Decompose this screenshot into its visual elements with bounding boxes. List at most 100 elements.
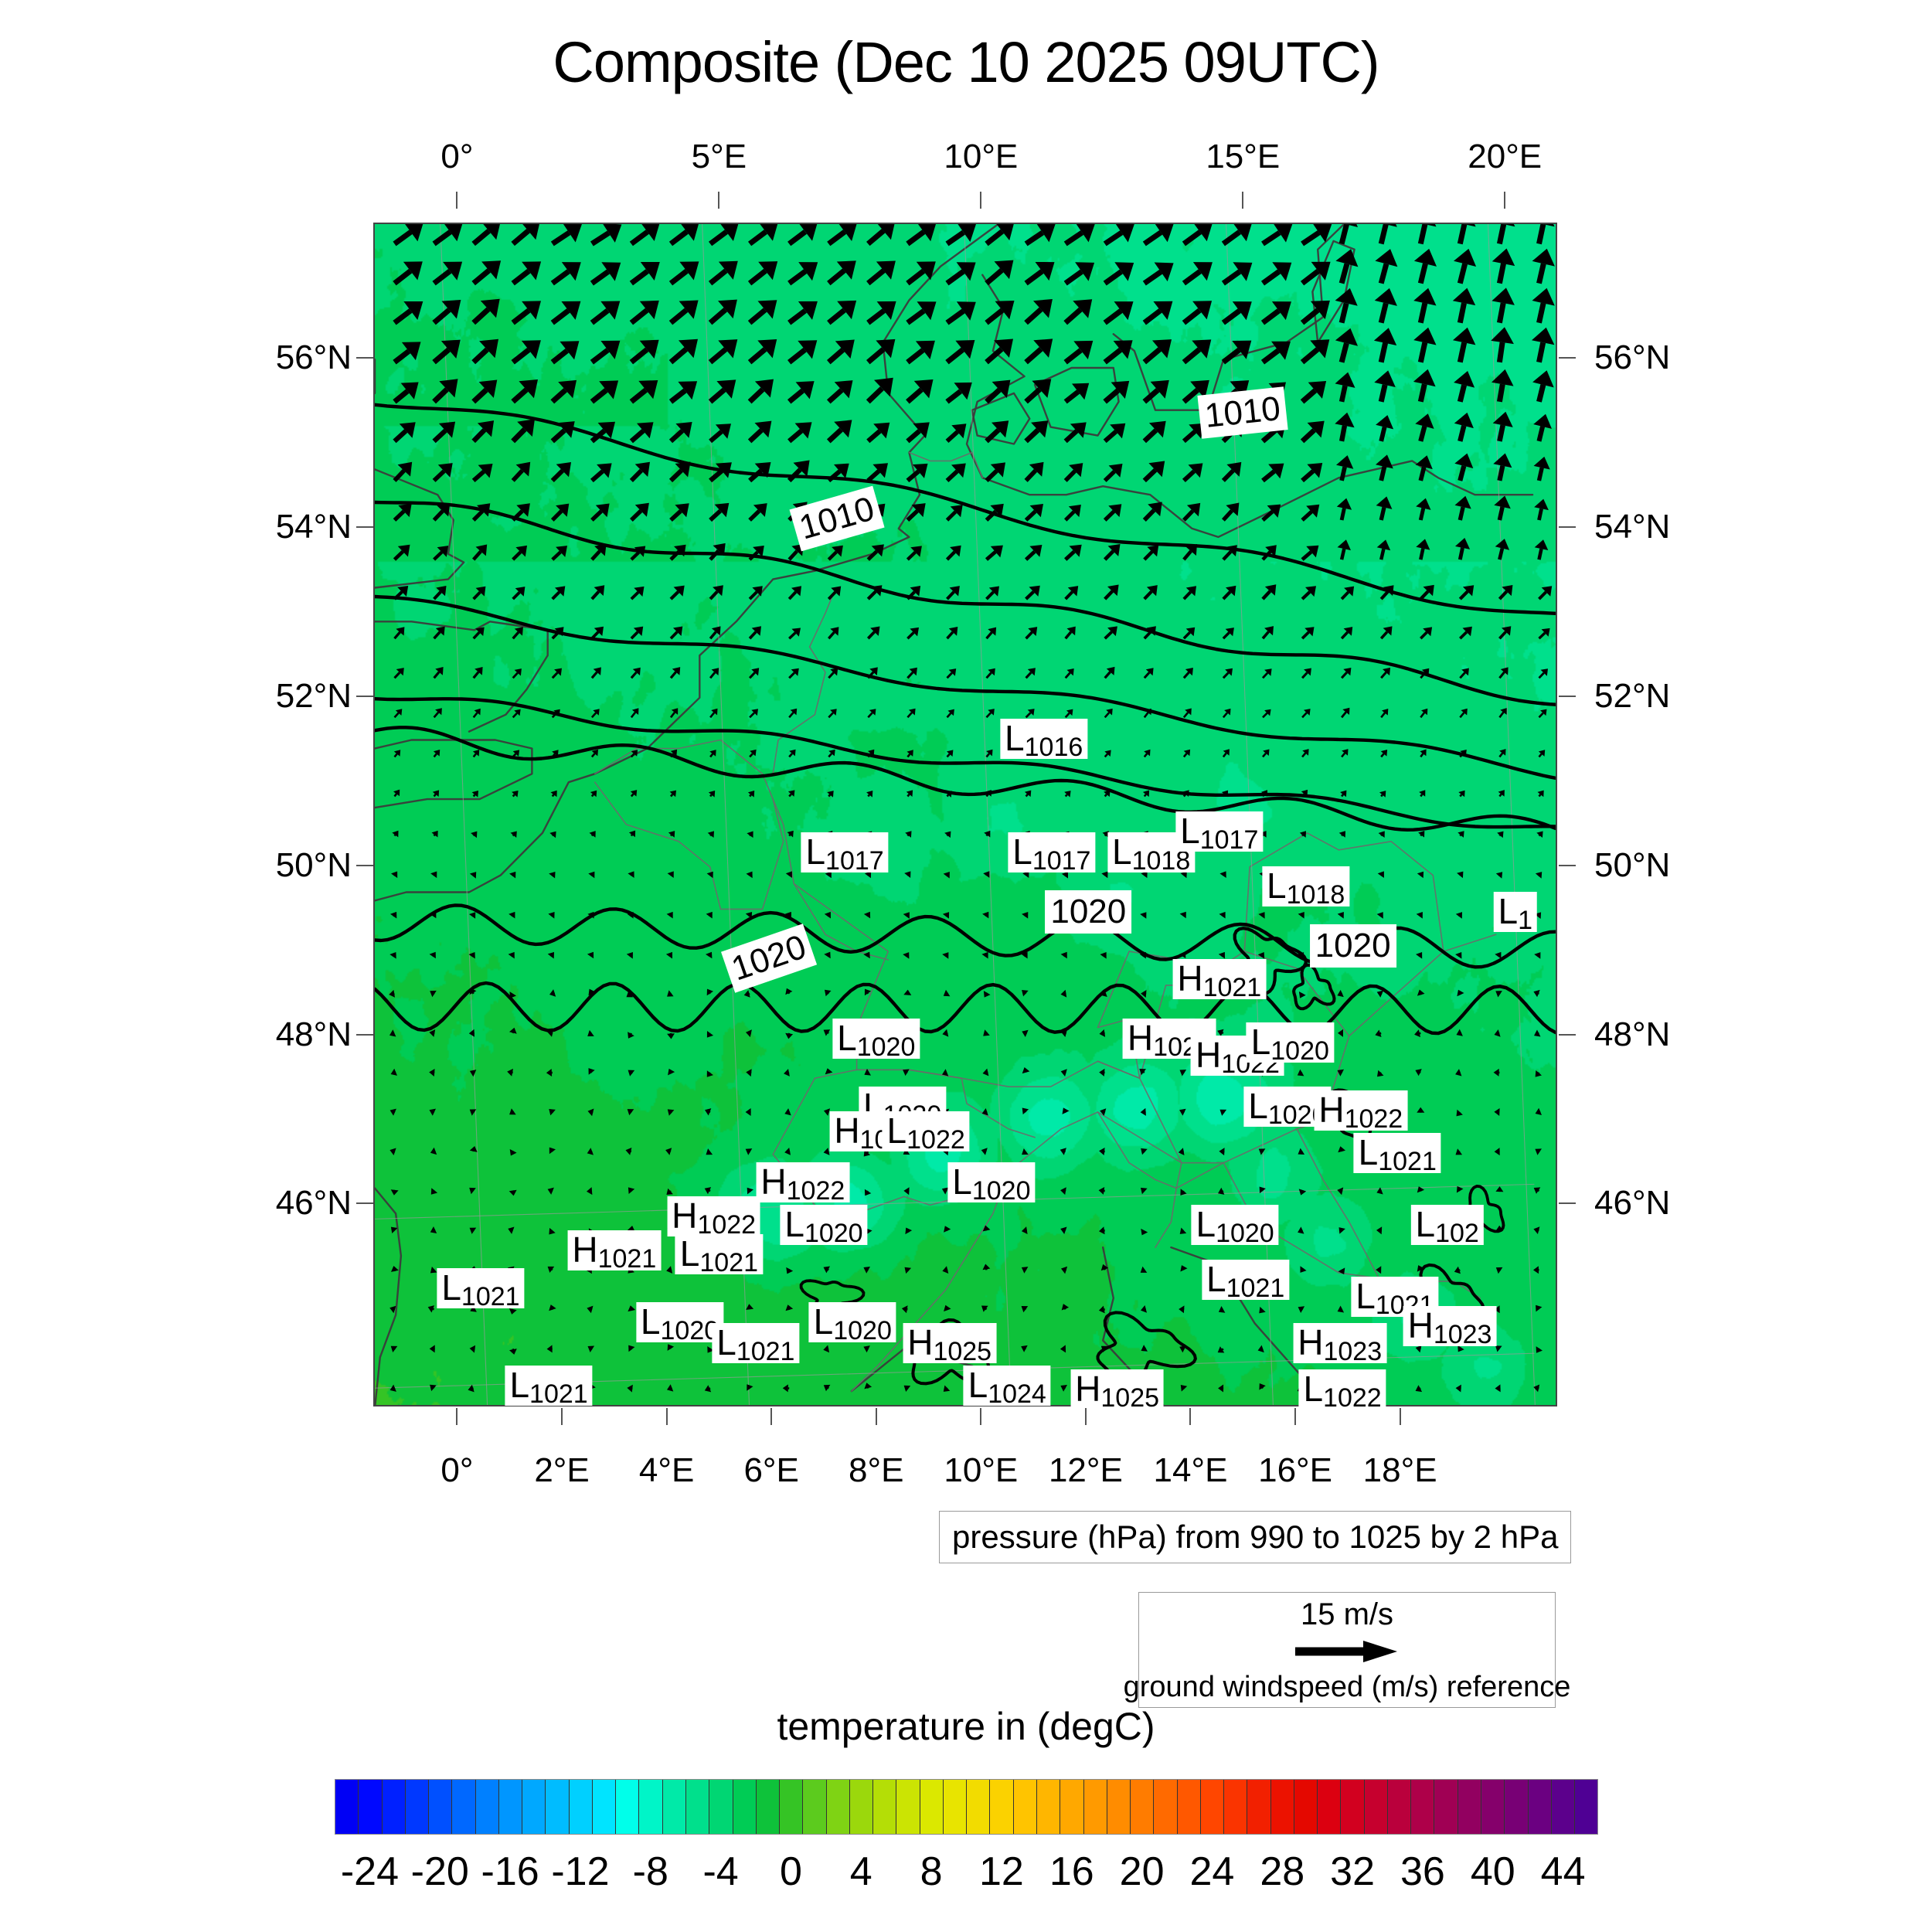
- axis-tick: [980, 192, 982, 209]
- low-pressure-label: L1017: [801, 832, 889, 874]
- axis-label-bottom: 4°E: [638, 1451, 695, 1489]
- high-pressure-label: H1021: [1172, 959, 1267, 1001]
- colorbar-tick-label: 24: [1189, 1849, 1235, 1894]
- colorbar-segment: [873, 1780, 897, 1834]
- high-pressure-label: H1023: [1293, 1322, 1387, 1365]
- colorbar-segment: [1131, 1780, 1155, 1834]
- high-pressure-label: H1022: [1191, 1035, 1284, 1077]
- colorbar-segment: [475, 1780, 499, 1834]
- axis-tick: [1559, 357, 1576, 359]
- high-pressure-label: H1025: [1070, 1369, 1165, 1411]
- isobar-value-label: 1020: [1045, 889, 1132, 934]
- wind-arrow-icon: [1295, 1641, 1397, 1662]
- axis-tick: [1559, 1033, 1576, 1036]
- axis-tick: [770, 1408, 773, 1425]
- colorbar-tick-label: -8: [632, 1849, 668, 1894]
- axis-label-top: 20°E: [1468, 138, 1543, 175]
- low-pressure-label: L102: [1410, 1204, 1484, 1247]
- colorbar-segment: [1247, 1780, 1271, 1834]
- colorbar-segment: [1107, 1780, 1131, 1834]
- axis-tick: [875, 1408, 877, 1425]
- low-pressure-label: L1022: [1298, 1369, 1386, 1411]
- axis-tick: [1084, 1408, 1087, 1425]
- colorbar-segment: [709, 1780, 733, 1834]
- low-pressure-label: L1018: [1261, 866, 1350, 908]
- colorbar-segment: [1013, 1780, 1037, 1834]
- axis-tick: [1189, 1408, 1192, 1425]
- axis-label-bottom: 8°E: [849, 1451, 904, 1489]
- pressure-legend: pressure (hPa) from 990 to 1025 by 2 hPa: [939, 1511, 1572, 1563]
- colorbar-segment: [1505, 1780, 1529, 1834]
- low-pressure-label: L1020: [808, 1301, 896, 1344]
- axis-tick: [456, 192, 458, 209]
- low-pressure-label: L1: [1493, 891, 1538, 934]
- axis-tick: [1559, 526, 1576, 528]
- map-panel[interactable]: [373, 223, 1557, 1406]
- axis-tick: [1504, 192, 1506, 209]
- wind-reference-value: 15 m/s: [1300, 1597, 1394, 1631]
- low-pressure-label: L1021: [712, 1322, 800, 1365]
- low-pressure-label: L1020: [832, 1018, 920, 1060]
- colorbar-segment: [685, 1780, 710, 1834]
- colorbar-segment: [1387, 1780, 1412, 1834]
- colorbar-segment: [1294, 1780, 1318, 1834]
- colorbar-segment: [429, 1780, 453, 1834]
- isobar-value-label: 1020: [1309, 923, 1396, 968]
- axis-tick: [356, 526, 373, 528]
- colorbar-tick-label: -20: [410, 1849, 469, 1894]
- colorbar-tick-label: 20: [1119, 1849, 1165, 1894]
- axis-tick: [456, 1408, 458, 1425]
- high-pressure-label: H1022: [756, 1162, 850, 1204]
- colorbar-segment: [452, 1780, 476, 1834]
- axis-label-top: 10°E: [944, 138, 1019, 175]
- colorbar-tick-label: -24: [340, 1849, 399, 1894]
- colorbar-tick-label: 0: [779, 1849, 802, 1894]
- axis-tick: [1559, 1202, 1576, 1205]
- axis-label-bottom: 0°: [440, 1451, 474, 1489]
- map-vector-overlay: [375, 224, 1556, 1405]
- colorbar-segment: [1481, 1780, 1505, 1834]
- axis-tick: [356, 1202, 373, 1205]
- colorbar-tick-label: 40: [1470, 1849, 1515, 1894]
- colorbar-tick-label: 32: [1330, 1849, 1375, 1894]
- low-pressure-label: L1017: [1008, 832, 1096, 874]
- colorbar-segment: [803, 1780, 827, 1834]
- colorbar-segment: [1036, 1780, 1061, 1834]
- axis-label-bottom: 16°E: [1258, 1451, 1332, 1489]
- colorbar-segment: [990, 1780, 1014, 1834]
- colorbar-segment: [405, 1780, 430, 1834]
- colorbar-segment: [1434, 1780, 1458, 1834]
- colorbar-segment: [780, 1780, 804, 1834]
- axis-label-left: 54°N: [275, 507, 352, 546]
- axis-label-top: 15°E: [1206, 138, 1281, 175]
- colorbar-segment: [522, 1780, 546, 1834]
- axis-tick: [1242, 192, 1244, 209]
- colorbar-segment: [1224, 1780, 1248, 1834]
- axis-label-left: 52°N: [275, 676, 352, 715]
- colorbar-segment: [382, 1780, 406, 1834]
- axis-label-right: 54°N: [1594, 507, 1671, 546]
- axis-label-bottom: 2°E: [534, 1451, 590, 1489]
- colorbar-segment: [1200, 1780, 1225, 1834]
- low-pressure-label: L1020: [1246, 1022, 1334, 1064]
- colorbar-segment: [756, 1780, 781, 1834]
- low-pressure-label: L1020: [635, 1301, 724, 1344]
- colorbar-segment: [967, 1780, 991, 1834]
- axis-label-right: 46°N: [1594, 1184, 1671, 1223]
- colorbar-tick-label: -4: [702, 1849, 739, 1894]
- colorbar-tick-label: -16: [481, 1849, 539, 1894]
- colorbar-segment: [546, 1780, 570, 1834]
- colorbar-segment: [1458, 1780, 1482, 1834]
- low-pressure-label: L1021: [505, 1365, 593, 1407]
- axis-tick: [1559, 695, 1576, 697]
- colorbar[interactable]: [335, 1779, 1598, 1835]
- axis-label-top: 0°: [440, 138, 474, 175]
- colorbar-segment: [359, 1780, 383, 1834]
- colorbar-segment: [1060, 1780, 1084, 1834]
- colorbar-segment: [662, 1780, 686, 1834]
- colorbar-tick-label: 16: [1049, 1849, 1094, 1894]
- colorbar-segment: [616, 1780, 640, 1834]
- colorbar-segment: [639, 1780, 663, 1834]
- colorbar-tick-label: 12: [978, 1849, 1024, 1894]
- high-pressure-label: H1023: [1403, 1306, 1497, 1348]
